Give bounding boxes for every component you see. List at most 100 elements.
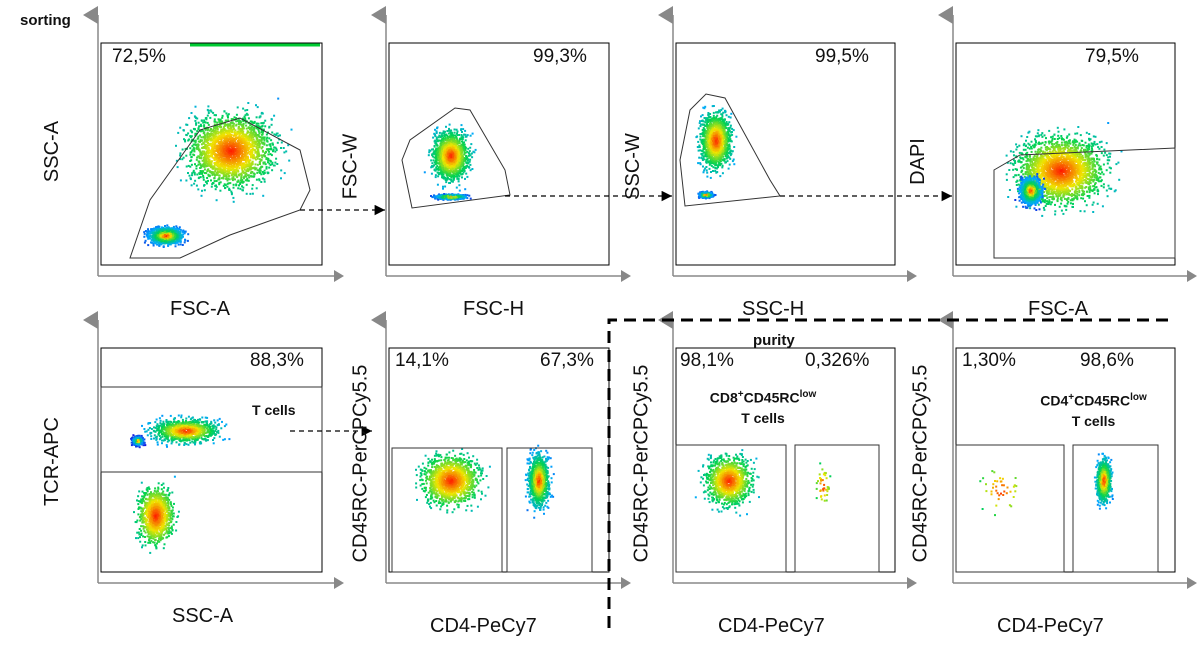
p2-event — [453, 169, 456, 172]
p2-event — [460, 155, 463, 158]
p1-event — [175, 144, 177, 147]
p1-event — [250, 131, 252, 134]
p1-event — [211, 133, 214, 135]
p1-event — [227, 173, 230, 175]
p2-event — [456, 198, 459, 201]
p1-event — [152, 244, 155, 247]
p1-event — [262, 162, 265, 165]
p2-event — [446, 148, 449, 151]
p1-event — [249, 144, 252, 147]
p2-event — [453, 156, 456, 159]
p1-event — [258, 139, 261, 142]
p1-event — [144, 239, 147, 242]
p1-event — [248, 141, 251, 144]
p2-event — [434, 162, 437, 165]
p1-event — [267, 159, 270, 162]
p1-event — [177, 131, 180, 134]
p1-event — [192, 171, 195, 174]
p2-event — [468, 160, 471, 163]
p1-event — [197, 145, 200, 148]
p1-event — [265, 158, 268, 161]
p1-event — [250, 135, 253, 138]
p2-event — [463, 133, 466, 136]
p1-event — [238, 149, 241, 152]
p1-event — [276, 163, 279, 165]
p1-event — [210, 132, 213, 135]
p2-event — [451, 153, 454, 156]
p1-event — [220, 169, 222, 172]
p1-event — [206, 121, 209, 124]
p1-event — [246, 177, 249, 180]
p1-event — [212, 167, 215, 170]
p1-event — [197, 135, 200, 138]
p1-event — [243, 165, 246, 168]
p1-event — [158, 228, 161, 231]
p1-event — [208, 133, 211, 135]
p1-event — [162, 226, 165, 229]
p1-event — [225, 172, 228, 175]
p1-event — [210, 163, 213, 166]
p2-event — [447, 147, 450, 149]
p1-event — [245, 149, 247, 151]
p1-event — [258, 167, 261, 170]
p2-event — [459, 137, 462, 140]
p2-event — [446, 173, 449, 176]
p1-event — [155, 239, 158, 242]
p1-event — [249, 136, 251, 139]
p2-event — [471, 168, 474, 170]
p1-event — [246, 109, 249, 111]
p1-event — [245, 124, 248, 127]
p2-event — [433, 164, 436, 167]
p2-event — [460, 145, 463, 148]
p2-event — [439, 142, 442, 145]
p2-event — [462, 164, 464, 167]
p1-event — [240, 151, 243, 154]
p1-event — [201, 154, 204, 156]
p1-event — [160, 229, 163, 232]
p1-event — [238, 174, 241, 177]
p1-event — [218, 134, 221, 137]
p1-event — [212, 130, 215, 133]
p1-event — [262, 161, 265, 164]
p1-event — [245, 141, 248, 144]
p1-event — [218, 174, 221, 177]
p1-event — [213, 120, 216, 123]
p1-event — [221, 143, 224, 146]
p1-event — [234, 141, 237, 144]
p2-event — [468, 194, 471, 197]
p1-event — [229, 160, 231, 163]
p1-event — [253, 145, 256, 148]
p1-event — [225, 153, 228, 155]
p1-event — [239, 161, 242, 164]
p1-event — [189, 178, 192, 181]
p1-event — [275, 149, 278, 152]
p1-event — [228, 156, 231, 158]
p2-event — [472, 150, 475, 153]
p1-event — [221, 114, 224, 117]
p1-event — [161, 226, 163, 229]
p1-event — [234, 171, 237, 174]
p1-event — [230, 168, 233, 171]
p2-event — [464, 146, 467, 149]
p2-event — [452, 176, 455, 179]
p2-event — [434, 140, 437, 143]
p1-event — [244, 160, 247, 163]
p1-event — [166, 224, 169, 227]
p1-event — [261, 146, 264, 148]
p1-event — [260, 139, 263, 142]
p1-event — [241, 145, 244, 148]
p2-event — [464, 159, 467, 162]
p1-event — [165, 240, 168, 243]
p2-event — [452, 170, 455, 173]
p2-event — [434, 150, 437, 153]
p1-event — [210, 179, 212, 182]
p1-event — [251, 151, 254, 153]
p1-event — [165, 239, 168, 242]
p2-event — [458, 142, 461, 144]
p1-event — [223, 174, 226, 177]
p2-event — [457, 167, 460, 170]
p1-event — [190, 130, 193, 133]
p1-event — [244, 152, 247, 155]
p1-event — [262, 130, 264, 133]
